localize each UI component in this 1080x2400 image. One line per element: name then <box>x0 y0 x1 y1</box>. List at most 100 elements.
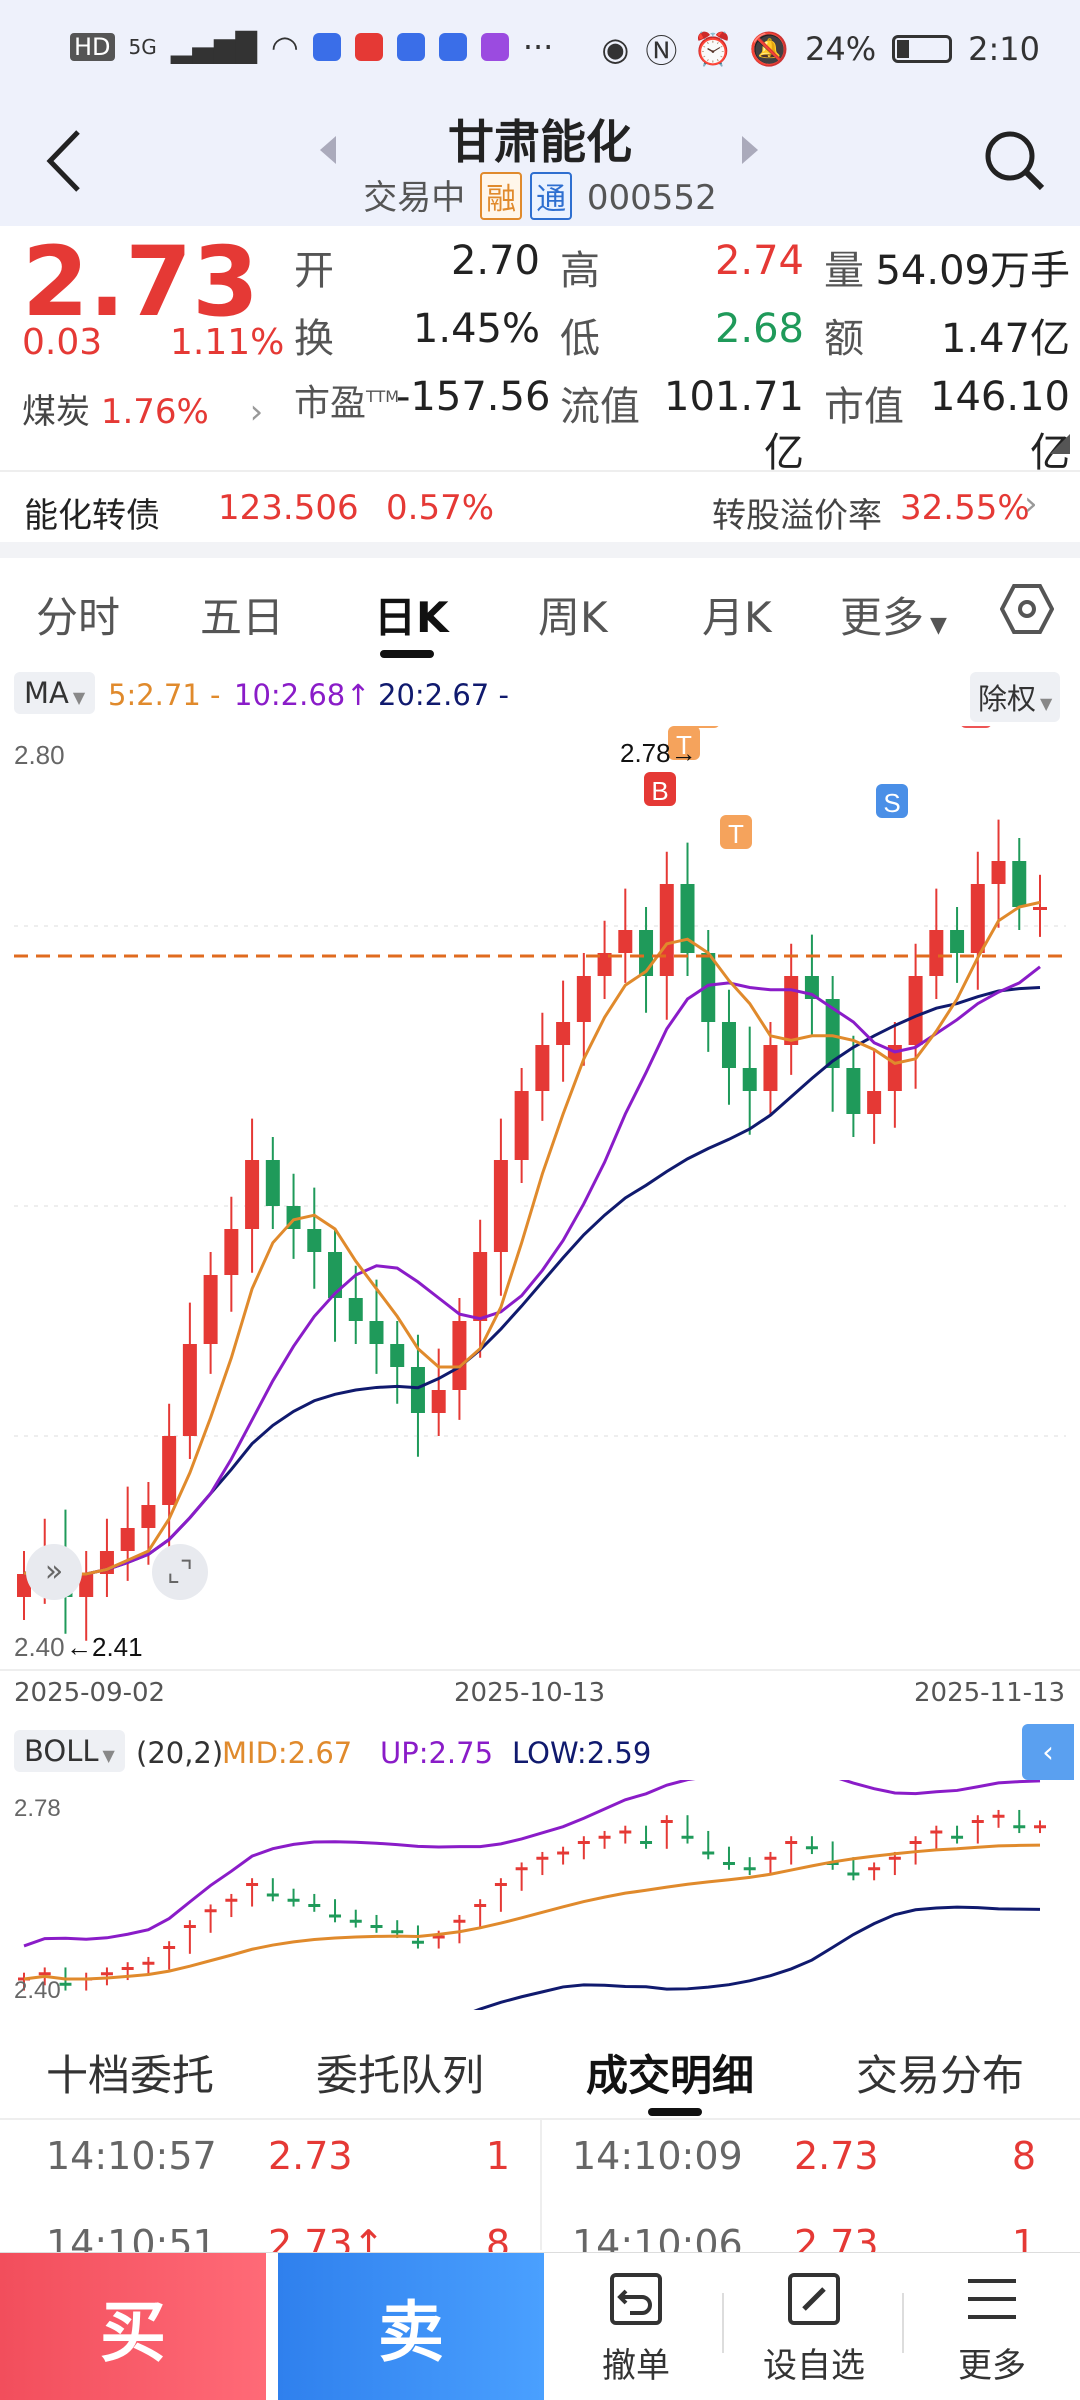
cb-premium: 32.55% <box>900 488 1030 528</box>
eye-icon: ◉ <box>601 30 630 68</box>
cb-name: 能化转债 <box>24 496 160 536</box>
low-label: 低 <box>560 316 600 362</box>
caret-down-icon: ▼ <box>1040 694 1053 713</box>
ma-selector[interactable]: MA ▼ <box>14 672 96 714</box>
trade-row: 14:10:57 2.73 1 <box>0 2134 540 2210</box>
divider <box>0 542 1080 558</box>
battery-icon <box>892 35 953 63</box>
expand-corner-icon[interactable] <box>1050 434 1070 454</box>
tab-five-day[interactable]: 五日 <box>200 593 285 642</box>
app-notification-icon <box>396 33 425 61</box>
divider <box>902 2293 904 2353</box>
amount-label: 额 <box>824 316 864 362</box>
signal-letter: B <box>967 726 984 728</box>
y-bottom-label: 2.40 <box>14 1632 65 1662</box>
amount-value: 1.47亿 <box>940 316 1070 362</box>
signal-icon: ▂▄▆█ <box>170 30 257 64</box>
tab-more[interactable]: 更多 ▼ <box>840 584 947 645</box>
signal-letter: S <box>883 788 900 818</box>
next-stock-icon[interactable] <box>738 130 762 170</box>
caret-down-icon: ▼ <box>72 688 86 707</box>
cb-pct: 0.57% <box>386 488 495 528</box>
boll-svg: 2.78 2.40 <box>14 1769 1046 2044</box>
edit-icon <box>788 2273 840 2325</box>
sector-link[interactable]: 煤炭 1.76% › <box>22 384 263 433</box>
stock-code: 000552 <box>586 178 717 218</box>
boll-selector[interactable]: BOLL ▼ <box>14 1730 125 1772</box>
chevron-right-icon: › <box>1024 484 1038 524</box>
adjust-selector[interactable]: 除权 ▼ <box>970 672 1061 722</box>
float-mv-value: 101.71亿 <box>664 374 804 476</box>
trade-detail-tabs: 十档委托 委托队列 成交明细 交易分布 <box>0 2012 1080 2116</box>
nfc-icon: Ⓝ <box>645 32 678 70</box>
boll-chart[interactable]: 2.78 2.40 <box>0 1769 1080 2044</box>
caret-down-icon: ▼ <box>930 613 947 638</box>
undo-icon <box>610 2273 662 2325</box>
caret-down-icon: ▼ <box>102 1746 115 1765</box>
volume-value: 54.09万手 <box>875 248 1070 294</box>
candle-body <box>265 1160 280 1206</box>
alarm-icon: ⏰ <box>693 30 734 68</box>
candle-body <box>867 1091 882 1114</box>
prev-stock-icon[interactable] <box>316 130 340 170</box>
candle-body <box>701 953 716 1022</box>
network-indicator: 5G <box>128 35 157 59</box>
kline-svg: BTTTSBTS 2.80 2.40 2.78→ ←2.41 <box>0 662 1080 1671</box>
buy-button[interactable]: 买 <box>0 2253 266 2400</box>
tab-order-queue[interactable]: 委托队列 <box>316 2051 485 2100</box>
candle-body <box>120 1528 135 1551</box>
candle-body <box>245 1160 260 1229</box>
tab-monthly-k[interactable]: 月K <box>702 593 772 642</box>
trade-price: 2.73 <box>268 2134 353 2178</box>
boll-bottom-label: 2.40 <box>14 1977 61 2004</box>
app-notification-icon <box>438 33 467 61</box>
candle-body <box>846 1068 861 1114</box>
candle-body <box>576 976 591 1022</box>
candle-body <box>1012 861 1027 907</box>
tab-weekly-k[interactable]: 周K <box>538 593 608 642</box>
back-icon[interactable] <box>40 126 90 196</box>
open-value: 2.70 <box>450 238 540 284</box>
chevron-right-icon: › <box>249 392 264 432</box>
tab-daily-k[interactable]: 日K <box>374 593 449 642</box>
cb-premium-label: 转股溢价率 <box>712 496 882 536</box>
tab-order-book[interactable]: 十档委托 <box>46 2051 215 2100</box>
boll-mid-line <box>23 1843 1041 1981</box>
boll-up: UP:2.75 <box>380 1736 494 1770</box>
trading-status: 交易中 <box>363 178 466 218</box>
tab-trade-distribution[interactable]: 交易分布 <box>856 2051 1025 2100</box>
settings-hex-icon[interactable] <box>1000 582 1054 636</box>
convertible-bond-row[interactable]: 能化转债 123.506 0.57% 转股溢价率 32.55% › <box>0 470 1080 542</box>
collapse-panel-icon[interactable]: ‹ <box>1022 1724 1074 1780</box>
ma10-line <box>23 965 1041 1576</box>
trade-qty: 8 <box>1011 2134 1036 2178</box>
ma20-value: 20:2.67 - <box>378 678 509 712</box>
max-note: 2.78→ <box>620 738 697 768</box>
signal-badge <box>876 784 908 818</box>
more-button[interactable]: 更多 <box>922 2269 1062 2387</box>
fullscreen-icon[interactable]: ⌞⌝ <box>152 1544 208 1600</box>
expand-left-icon[interactable]: » <box>26 1544 82 1600</box>
trade-row: 14:10:09 2.73 8 <box>540 2134 1080 2210</box>
candle-body <box>618 930 633 953</box>
cancel-order-button[interactable]: 撤单 <box>566 2269 706 2387</box>
candle-body <box>991 861 1006 884</box>
boll-low-line <box>23 1905 1041 2044</box>
kline-chart[interactable]: BTTTSBTS 2.80 2.40 2.78→ ←2.41 » ⌞⌝ 2025… <box>0 662 1080 1708</box>
mv-label: 市值 <box>824 384 904 430</box>
boll-params: (20,2) <box>136 1736 224 1770</box>
tab-trade-detail[interactable]: 成交明细 <box>586 2051 755 2100</box>
divider <box>722 2293 724 2353</box>
open-label: 开 <box>294 248 334 294</box>
stock-header: 甘肃能化 交易中 融通 000552 <box>0 96 1080 226</box>
low-value: 2.68 <box>714 306 804 352</box>
candle-body <box>721 1022 736 1068</box>
price-change: 0.03 <box>22 322 103 363</box>
search-icon[interactable] <box>980 126 1050 196</box>
quote-panel: 2.73 0.03 1.11% 煤炭 1.76% › 开 2.70 高 2.74… <box>0 226 1080 476</box>
boll-legend: BOLL ▼ (20,2) MID:2.67 UP:2.75 LOW:2.59 ‹ <box>0 1722 1080 1782</box>
tab-intraday[interactable]: 分时 <box>36 593 121 642</box>
sell-button[interactable]: 卖 <box>278 2253 544 2400</box>
boll-top-label: 2.78 <box>14 1795 61 1822</box>
add-watchlist-button[interactable]: 设自选 <box>744 2269 884 2387</box>
